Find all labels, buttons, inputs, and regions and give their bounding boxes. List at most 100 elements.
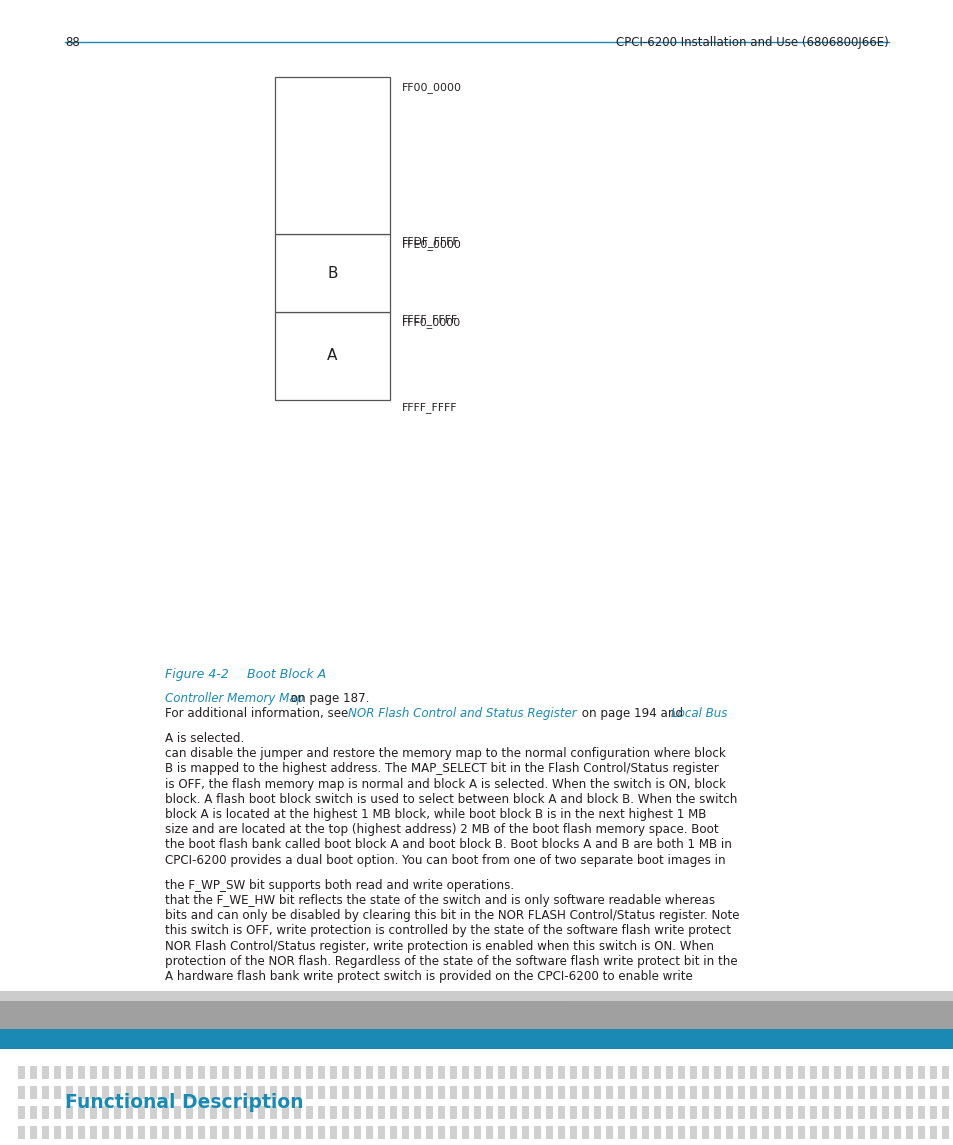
Bar xyxy=(426,1106,433,1119)
Bar xyxy=(306,1085,313,1099)
Bar xyxy=(317,1126,325,1139)
Text: CPCI-6200 Installation and Use (6806800J66E): CPCI-6200 Installation and Use (6806800J… xyxy=(616,35,888,49)
Bar xyxy=(246,1066,253,1079)
Text: A hardware flash bank write protect switch is provided on the CPCI-6200 to enabl: A hardware flash bank write protect swit… xyxy=(165,970,692,984)
Polygon shape xyxy=(0,992,953,1021)
Bar xyxy=(594,1066,600,1079)
Bar xyxy=(882,1106,888,1119)
Bar xyxy=(521,1066,529,1079)
Bar xyxy=(618,1085,624,1099)
Bar xyxy=(869,1085,876,1099)
Bar xyxy=(437,1066,444,1079)
Bar xyxy=(18,1085,25,1099)
Bar xyxy=(126,1085,132,1099)
Bar xyxy=(186,1066,193,1079)
Bar xyxy=(330,1066,336,1079)
Bar xyxy=(534,1085,540,1099)
Bar xyxy=(738,1106,744,1119)
Bar xyxy=(917,1126,924,1139)
Bar xyxy=(54,1106,61,1119)
Bar xyxy=(893,1106,900,1119)
Bar xyxy=(761,1106,768,1119)
Bar xyxy=(354,1085,360,1099)
Bar xyxy=(366,1066,373,1079)
Bar xyxy=(270,1085,276,1099)
Bar xyxy=(138,1126,145,1139)
Bar xyxy=(341,1085,349,1099)
Bar xyxy=(893,1066,900,1079)
Text: For additional information, see: For additional information, see xyxy=(165,706,352,720)
Bar xyxy=(30,1106,37,1119)
Bar xyxy=(414,1085,420,1099)
Bar xyxy=(558,1106,564,1119)
Bar xyxy=(90,1066,97,1079)
Bar xyxy=(474,1085,480,1099)
Bar xyxy=(461,1106,469,1119)
Bar xyxy=(150,1106,157,1119)
Bar xyxy=(605,1106,613,1119)
Bar xyxy=(138,1066,145,1079)
Bar xyxy=(0,1029,953,1049)
Bar xyxy=(701,1106,708,1119)
Bar xyxy=(30,1066,37,1079)
Bar xyxy=(30,1126,37,1139)
Text: block A is located at the highest 1 MB block, while boot block B is in the next : block A is located at the highest 1 MB b… xyxy=(165,808,705,821)
Bar xyxy=(377,1085,385,1099)
Bar xyxy=(198,1066,205,1079)
Bar xyxy=(654,1085,660,1099)
Bar xyxy=(306,1126,313,1139)
Bar xyxy=(749,1106,757,1119)
Bar xyxy=(678,1066,684,1079)
Bar xyxy=(665,1106,672,1119)
Bar xyxy=(366,1106,373,1119)
Bar xyxy=(30,1085,37,1099)
Bar xyxy=(138,1106,145,1119)
Bar xyxy=(797,1066,804,1079)
Bar xyxy=(485,1085,493,1099)
Bar xyxy=(941,1126,948,1139)
Bar xyxy=(749,1126,757,1139)
Bar xyxy=(450,1085,456,1099)
Bar xyxy=(569,1085,577,1099)
Bar xyxy=(102,1106,109,1119)
Bar xyxy=(581,1066,588,1079)
Bar xyxy=(809,1106,816,1119)
Bar xyxy=(545,1066,553,1079)
Bar xyxy=(341,1106,349,1119)
Bar xyxy=(233,1126,241,1139)
Bar xyxy=(605,1085,613,1099)
Bar xyxy=(941,1066,948,1079)
Bar xyxy=(701,1066,708,1079)
Bar xyxy=(437,1106,444,1119)
Bar xyxy=(678,1106,684,1119)
Bar xyxy=(929,1126,936,1139)
Bar xyxy=(749,1066,757,1079)
Bar xyxy=(186,1126,193,1139)
Bar xyxy=(558,1085,564,1099)
Bar xyxy=(78,1066,85,1079)
Bar xyxy=(641,1085,648,1099)
Bar xyxy=(725,1106,732,1119)
Bar xyxy=(797,1106,804,1119)
Bar xyxy=(306,1106,313,1119)
Bar xyxy=(198,1085,205,1099)
Bar xyxy=(162,1085,169,1099)
Text: FFFF_FFFF: FFFF_FFFF xyxy=(401,402,457,413)
Bar xyxy=(845,1126,852,1139)
Bar xyxy=(665,1085,672,1099)
Bar xyxy=(54,1126,61,1139)
Text: FFF0_0000: FFF0_0000 xyxy=(401,317,460,327)
Bar xyxy=(905,1085,912,1099)
Bar xyxy=(629,1126,637,1139)
Bar xyxy=(857,1085,864,1099)
Bar xyxy=(162,1066,169,1079)
Text: NOR Flash Control and Status Register: NOR Flash Control and Status Register xyxy=(348,706,576,720)
Bar xyxy=(246,1085,253,1099)
Bar xyxy=(882,1066,888,1079)
Bar xyxy=(713,1106,720,1119)
Bar xyxy=(905,1126,912,1139)
Bar xyxy=(857,1066,864,1079)
Bar xyxy=(773,1126,781,1139)
Bar xyxy=(113,1126,121,1139)
Bar xyxy=(390,1126,396,1139)
